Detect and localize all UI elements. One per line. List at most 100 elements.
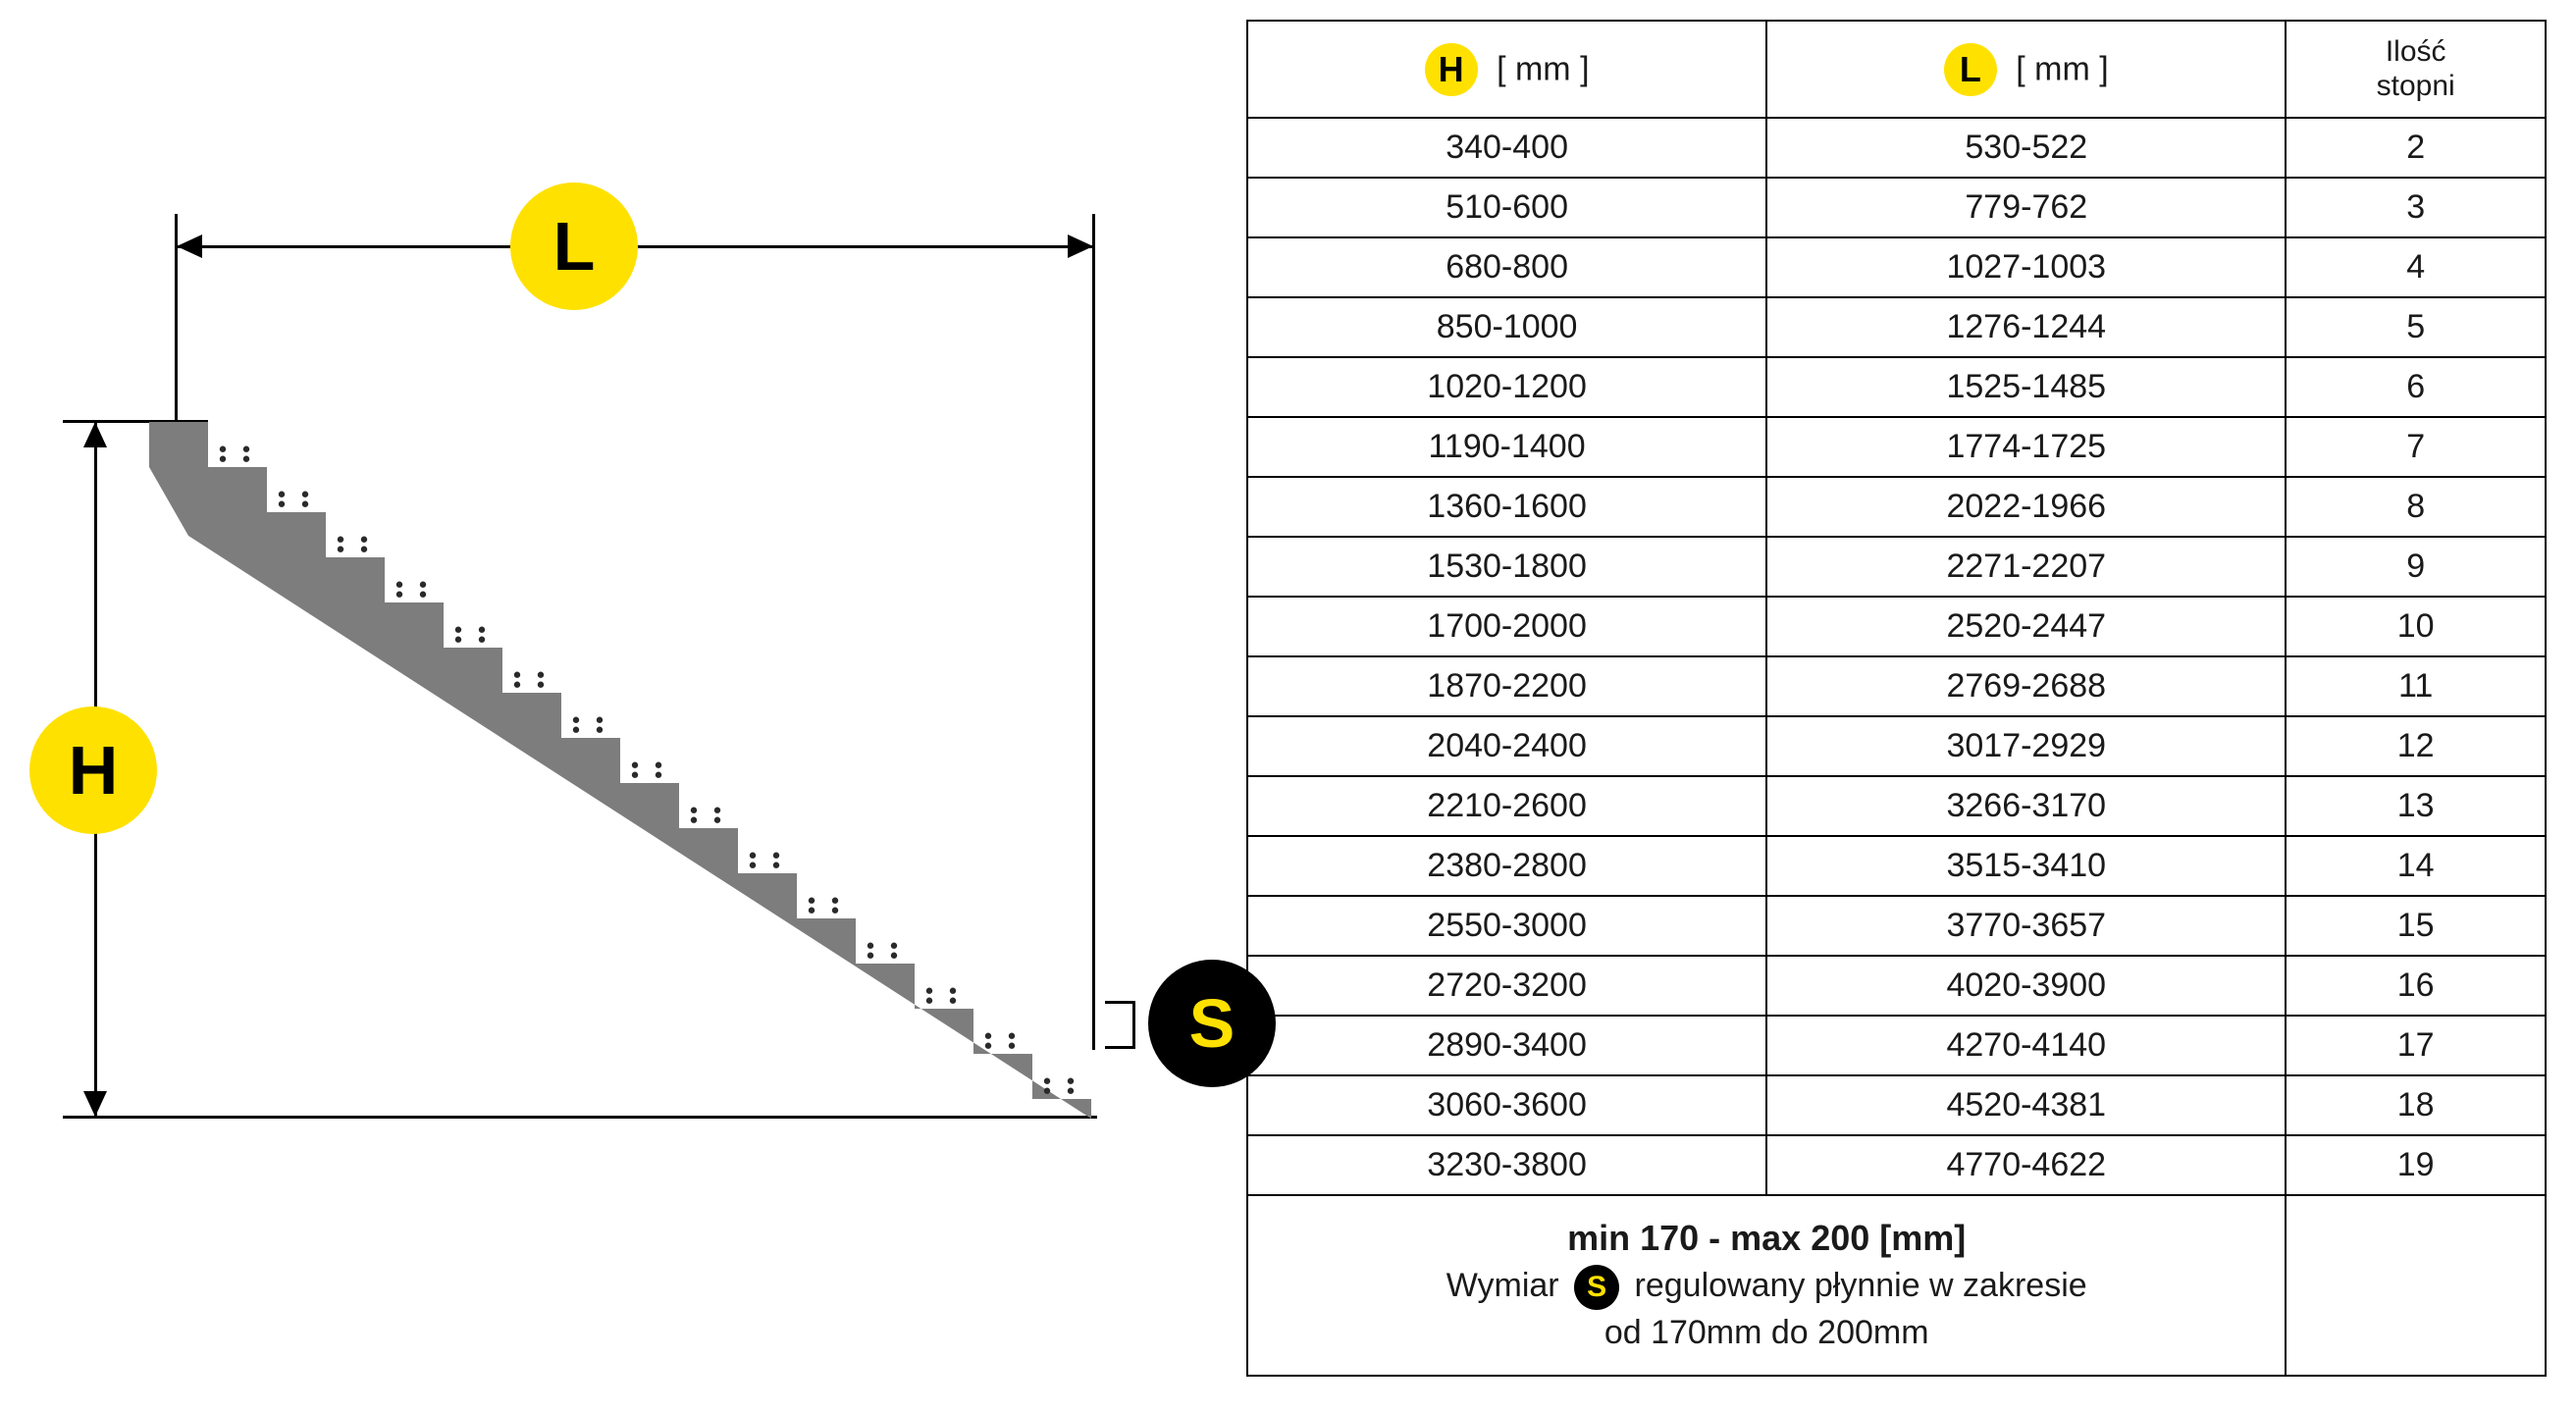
table-row: 1530-18002271-22079	[1247, 537, 2546, 597]
table-cell: 4520-4381	[1766, 1075, 2286, 1135]
table-cell: 1027-1003	[1766, 237, 2286, 297]
footer-s-badge: S	[1574, 1265, 1619, 1310]
table-cell: 3060-3600	[1247, 1075, 1766, 1135]
table-row: 680-8001027-10034	[1247, 237, 2546, 297]
table-cell: 2550-3000	[1247, 896, 1766, 956]
l-badge: L	[510, 183, 638, 310]
table-row: 2720-32004020-390016	[1247, 956, 2546, 1016]
table-row: 2040-24003017-292912	[1247, 716, 2546, 776]
table-cell: 3	[2286, 178, 2546, 237]
table-row: 3060-36004520-438118	[1247, 1075, 2546, 1135]
table-row: 850-10001276-12445	[1247, 297, 2546, 357]
table-cell: 510-600	[1247, 178, 1766, 237]
footer-line1: min 170 - max 200 [mm]	[1258, 1214, 2275, 1263]
table-cell: 7	[2286, 417, 2546, 477]
table-cell: 2210-2600	[1247, 776, 1766, 836]
table-cell: 1020-1200	[1247, 357, 1766, 417]
footer-empty	[2286, 1195, 2546, 1376]
table-footer-row: min 170 - max 200 [mm] Wymiar S regulowa…	[1247, 1195, 2546, 1376]
stair-diagram: L H S	[29, 78, 1168, 1177]
col-header-l: L [ mm ]	[1766, 21, 2286, 118]
l-unit: [ mm ]	[2016, 50, 2108, 87]
table-header-row: H [ mm ] L [ mm ] Ilość stopni	[1247, 21, 2546, 118]
table-row: 2210-26003266-317013	[1247, 776, 2546, 836]
table-cell: 680-800	[1247, 237, 1766, 297]
table-cell: 14	[2286, 836, 2546, 896]
col-header-h: H [ mm ]	[1247, 21, 1766, 118]
table-cell: 4270-4140	[1766, 1016, 2286, 1075]
table-row: 2550-30003770-365715	[1247, 896, 2546, 956]
table-row: 1020-12001525-14856	[1247, 357, 2546, 417]
table-cell: 1700-2000	[1247, 597, 1766, 656]
h-unit: [ mm ]	[1497, 50, 1589, 87]
count-header-l2: stopni	[2377, 70, 2455, 102]
table-row: 2890-34004270-414017	[1247, 1016, 2546, 1075]
table-cell: 8	[2286, 477, 2546, 537]
table-cell: 4020-3900	[1766, 956, 2286, 1016]
table-cell: 18	[2286, 1075, 2546, 1135]
table-cell: 2	[2286, 118, 2546, 178]
table-cell: 1774-1725	[1766, 417, 2286, 477]
table-cell: 12	[2286, 716, 2546, 776]
table-row: 340-400530-5222	[1247, 118, 2546, 178]
table-row: 1700-20002520-244710	[1247, 597, 2546, 656]
table-row: 1360-16002022-19668	[1247, 477, 2546, 537]
s-badge: S	[1148, 960, 1276, 1087]
diagram-panel: L H S	[29, 20, 1207, 1391]
col-header-count: Ilość stopni	[2286, 21, 2546, 118]
table-cell: 2720-3200	[1247, 956, 1766, 1016]
table-cell: 15	[2286, 896, 2546, 956]
table-cell: 4770-4622	[1766, 1135, 2286, 1195]
table-row: 1190-14001774-17257	[1247, 417, 2546, 477]
table-cell: 2769-2688	[1766, 656, 2286, 716]
table-row: 3230-38004770-462219	[1247, 1135, 2546, 1195]
s-dim-line	[1132, 1001, 1135, 1049]
s-tick-bottom	[1105, 1046, 1134, 1049]
table-cell: 17	[2286, 1016, 2546, 1075]
table-cell: 530-522	[1766, 118, 2286, 178]
table-cell: 13	[2286, 776, 2546, 836]
s-tick-top	[1105, 1001, 1134, 1004]
footer-line2: Wymiar S regulowany płynnie w zakresie	[1258, 1263, 2275, 1310]
table-cell: 3230-3800	[1247, 1135, 1766, 1195]
table-cell: 850-1000	[1247, 297, 1766, 357]
table-row: 2380-28003515-341014	[1247, 836, 2546, 896]
table-cell: 2890-3400	[1247, 1016, 1766, 1075]
footer-l2-pre: Wymiar	[1446, 1267, 1559, 1304]
table-cell: 2271-2207	[1766, 537, 2286, 597]
table-cell: 2022-1966	[1766, 477, 2286, 537]
table-cell: 1530-1800	[1247, 537, 1766, 597]
h-header-badge: H	[1425, 43, 1478, 96]
table-cell: 2040-2400	[1247, 716, 1766, 776]
page: L H S H [ mm ] L [ mm ]	[0, 0, 2576, 1411]
dimensions-table: H [ mm ] L [ mm ] Ilość stopni 340-40053…	[1246, 20, 2547, 1377]
table-cell: 1870-2200	[1247, 656, 1766, 716]
table-body: 340-400530-5222510-600779-7623680-800102…	[1247, 118, 2546, 1195]
table-cell: 6	[2286, 357, 2546, 417]
table-cell: 340-400	[1247, 118, 1766, 178]
count-header-l1: Ilość	[2386, 35, 2446, 68]
h-badge: H	[29, 706, 157, 834]
table-cell: 1276-1244	[1766, 297, 2286, 357]
table-row: 510-600779-7623	[1247, 178, 2546, 237]
table-cell: 1360-1600	[1247, 477, 1766, 537]
table-cell: 3266-3170	[1766, 776, 2286, 836]
table-cell: 2380-2800	[1247, 836, 1766, 896]
table-cell: 1525-1485	[1766, 357, 2286, 417]
table-cell: 9	[2286, 537, 2546, 597]
table-cell: 11	[2286, 656, 2546, 716]
table-cell: 16	[2286, 956, 2546, 1016]
table-cell: 5	[2286, 297, 2546, 357]
footer-l2-post: regulowany płynnie w zakresie	[1635, 1267, 2087, 1304]
footer-line3: od 170mm do 200mm	[1258, 1310, 2275, 1357]
l-header-badge: L	[1944, 43, 1997, 96]
table-cell: 19	[2286, 1135, 2546, 1195]
table-cell: 1190-1400	[1247, 417, 1766, 477]
footer-note: min 170 - max 200 [mm] Wymiar S regulowa…	[1247, 1195, 2286, 1376]
table-cell: 3017-2929	[1766, 716, 2286, 776]
table-cell: 2520-2447	[1766, 597, 2286, 656]
table-cell: 3515-3410	[1766, 836, 2286, 896]
table-row: 1870-22002769-268811	[1247, 656, 2546, 716]
table-cell: 3770-3657	[1766, 896, 2286, 956]
table-panel: H [ mm ] L [ mm ] Ilość stopni 340-40053…	[1207, 20, 2547, 1391]
